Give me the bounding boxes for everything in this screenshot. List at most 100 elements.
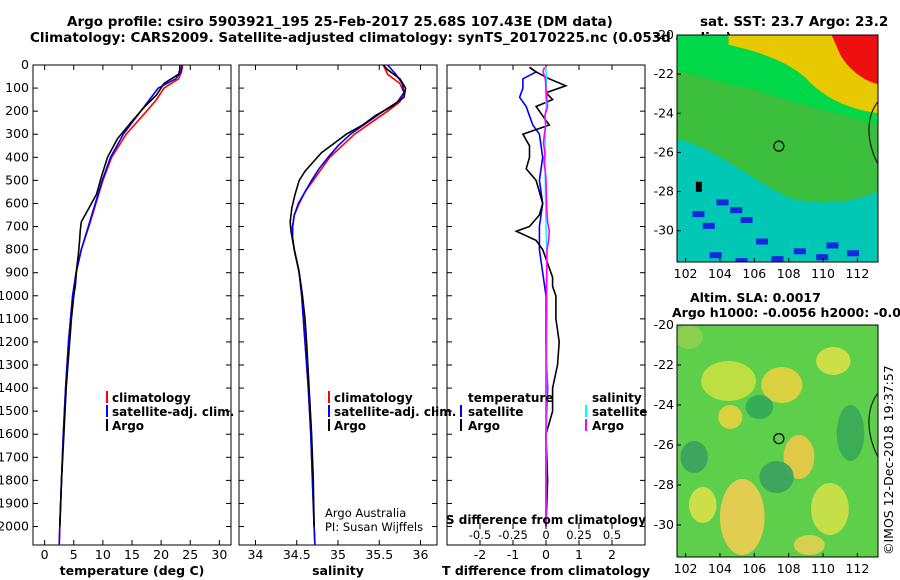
series-line <box>59 65 181 527</box>
y-tick-label: -28 <box>654 184 674 199</box>
legend-satellite-label: satellite-adj. clim. <box>334 405 456 419</box>
s-tick-label: 0.5 <box>603 528 621 542</box>
y-tick-label: 600 <box>5 195 29 210</box>
x-tick-label: 0 <box>542 547 550 562</box>
temperature-legend: climatology satellite-adj. clim. Argo <box>106 391 234 433</box>
y-tick-label: -24 <box>654 397 674 412</box>
header-line-2: Climatology: CARS2009. Satellite-adjuste… <box>30 30 732 46</box>
sla-title-1: Altim. SLA: 0.0017 <box>690 290 821 305</box>
y-tick-label: 400 <box>5 149 29 164</box>
x-tick-label: 5 <box>70 547 78 562</box>
y-tick-label: 1100 <box>0 311 29 326</box>
y-tick-label: -30 <box>654 223 674 238</box>
series-line <box>542 67 551 527</box>
header-line-1: Argo profile: csiro 5903921_195 25-Feb-2… <box>67 14 613 30</box>
y-tick-label: 300 <box>5 126 29 141</box>
y-tick-label: 1300 <box>0 357 29 372</box>
y-tick-label: -20 <box>654 27 674 42</box>
x-tick-label: 36 <box>413 547 429 562</box>
y-tick-label: -30 <box>654 517 674 532</box>
y-tick-label: 100 <box>5 80 29 95</box>
x-tick-label: 0 <box>41 547 49 562</box>
x-axis-label: temperature (deg C) <box>60 563 205 578</box>
legend-salinity-heading: salinity <box>592 391 642 405</box>
plot-frame <box>32 64 232 546</box>
difference-panel: -2 -1 0 1 2T difference from climatology -0.5… <box>442 64 650 578</box>
credit-line-1: Argo Australia <box>325 506 406 520</box>
x-tick-label: 20 <box>153 547 169 562</box>
x-tick-label: 112 <box>845 561 869 576</box>
legend-temperature-heading: temperature <box>468 391 553 405</box>
sst-map-panel: 102 104 106 108 110 112 -20 -22 -24 -26 -28 -30 <box>654 27 879 281</box>
s-tick-label: -0.25 <box>498 528 528 542</box>
y-tick-label: -26 <box>654 437 674 452</box>
legend-t-satellite-label: satellite <box>468 405 523 419</box>
y-tick-label: 900 <box>5 265 29 280</box>
y-tick-label: 0 <box>21 57 29 72</box>
x-tick-label: 1 <box>575 547 583 562</box>
legend-climatology-label: climatology <box>112 391 191 405</box>
x-tick-label: 108 <box>777 561 801 576</box>
x-tick-label: 112 <box>845 266 869 281</box>
x-tick-label: 106 <box>742 561 766 576</box>
map-frame <box>676 34 879 263</box>
series-line <box>289 64 407 527</box>
s-tick-label: 0 <box>542 528 549 542</box>
s-tick-label: -0.5 <box>469 528 491 542</box>
map-field <box>677 35 878 262</box>
s-tick-label: 0.25 <box>566 528 592 542</box>
y-tick-label: -22 <box>654 66 674 81</box>
temperature-panel: 0 5 10 15 20 25 300100200300400500600700800900… <box>0 57 232 578</box>
salinity-panel: 34 34.5 35 35.5 36 salinity <box>238 64 438 578</box>
x-tick-label: 10 <box>95 547 111 562</box>
series-line <box>514 66 569 527</box>
y-tick-label: 1900 <box>0 495 29 510</box>
y-tick-label: 1800 <box>0 472 29 487</box>
x-tick-label: 110 <box>811 561 835 576</box>
x-tick-label: 110 <box>811 266 835 281</box>
y-tick-label: 800 <box>5 242 29 257</box>
y-tick-label: -20 <box>654 317 674 332</box>
legend-s-satellite-label: satellite <box>592 405 647 419</box>
x-tick-label: 30 <box>211 547 227 562</box>
x-axis-label: salinity <box>312 563 364 578</box>
legend-argo-label: Argo <box>112 419 144 433</box>
sst-title: sat. SST: 23.7 Argo: 23.2 <box>700 14 888 30</box>
difference-legend: temperature satellite Argo salinity sate… <box>460 391 647 433</box>
x-tick-label: 25 <box>182 547 198 562</box>
y-tick-label: -24 <box>654 105 674 120</box>
y-tick-label: 700 <box>5 219 29 234</box>
s-axis-label: S difference from climatology <box>446 513 646 527</box>
credit-line-2: PI: Susan Wijffels <box>325 520 423 534</box>
x-tick-label: 15 <box>124 547 140 562</box>
map-frame <box>676 324 879 558</box>
y-tick-label: 1600 <box>0 426 29 441</box>
x-tick-label: 102 <box>674 266 698 281</box>
x-axis-label: T difference from climatology <box>442 563 650 578</box>
x-tick-label: -1 <box>507 547 519 562</box>
y-tick-label: 2000 <box>0 519 29 534</box>
y-tick-label: 1500 <box>0 403 29 418</box>
y-tick-label: 200 <box>5 103 29 118</box>
x-tick-label: 34.5 <box>283 547 311 562</box>
sla-map-panel: 102 104 106 108 110 112 -20 -22 -24 -26 -28 -30 <box>654 317 879 576</box>
y-tick-label: -26 <box>654 144 674 159</box>
sla-title-2: Argo h1000: -0.0056 h2000: -0.0089 <box>672 305 900 320</box>
plot-frame <box>238 64 438 546</box>
argo-position-marker <box>773 433 785 445</box>
argo-position-marker <box>773 140 785 152</box>
y-tick-label: 1200 <box>0 334 29 349</box>
legend-satellite-label: satellite-adj. clim. <box>112 405 234 419</box>
x-tick-label: 35.5 <box>365 547 393 562</box>
timestamp-stamp: ©IMOS 12-Dec-2018 19:37:57 <box>881 365 896 555</box>
x-tick-label: 102 <box>674 561 698 576</box>
x-tick-label: 104 <box>708 561 732 576</box>
y-tick-label: 1400 <box>0 380 29 395</box>
x-tick-label: 106 <box>742 266 766 281</box>
salinity-legend: climatology satellite-adj. clim. Argo <box>328 391 456 433</box>
y-tick-label: -22 <box>654 357 674 372</box>
legend-s-argo-label: Argo <box>592 419 624 433</box>
x-tick-label: -2 <box>474 547 486 562</box>
y-tick-label: 500 <box>5 172 29 187</box>
